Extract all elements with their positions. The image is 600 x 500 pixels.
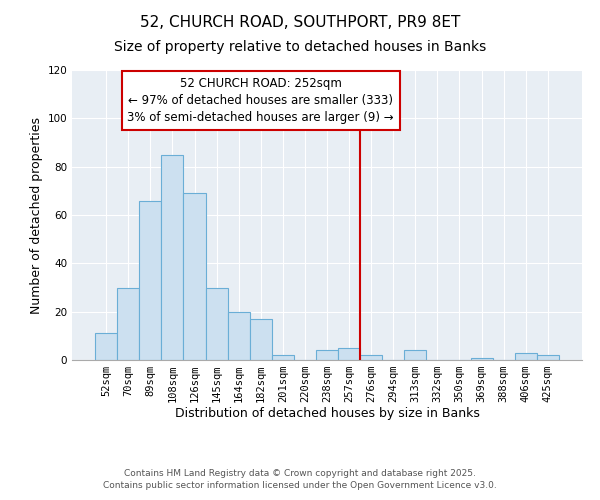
Bar — [139, 200, 161, 360]
Bar — [206, 288, 227, 360]
Bar — [404, 350, 427, 360]
Bar — [537, 355, 559, 360]
Bar — [95, 334, 117, 360]
X-axis label: Distribution of detached houses by size in Banks: Distribution of detached houses by size … — [175, 406, 479, 420]
Bar — [360, 355, 382, 360]
Bar — [316, 350, 338, 360]
Bar — [515, 353, 537, 360]
Bar — [161, 154, 184, 360]
Bar — [250, 319, 272, 360]
Bar — [227, 312, 250, 360]
Bar — [184, 193, 206, 360]
Text: 52 CHURCH ROAD: 252sqm
← 97% of detached houses are smaller (333)
3% of semi-det: 52 CHURCH ROAD: 252sqm ← 97% of detached… — [127, 77, 394, 124]
Text: 52, CHURCH ROAD, SOUTHPORT, PR9 8ET: 52, CHURCH ROAD, SOUTHPORT, PR9 8ET — [140, 15, 460, 30]
Bar — [117, 288, 139, 360]
Bar — [272, 355, 294, 360]
Bar — [470, 358, 493, 360]
Text: Size of property relative to detached houses in Banks: Size of property relative to detached ho… — [114, 40, 486, 54]
Bar — [338, 348, 360, 360]
Text: Contains HM Land Registry data © Crown copyright and database right 2025.
Contai: Contains HM Land Registry data © Crown c… — [103, 469, 497, 490]
Y-axis label: Number of detached properties: Number of detached properties — [30, 116, 43, 314]
